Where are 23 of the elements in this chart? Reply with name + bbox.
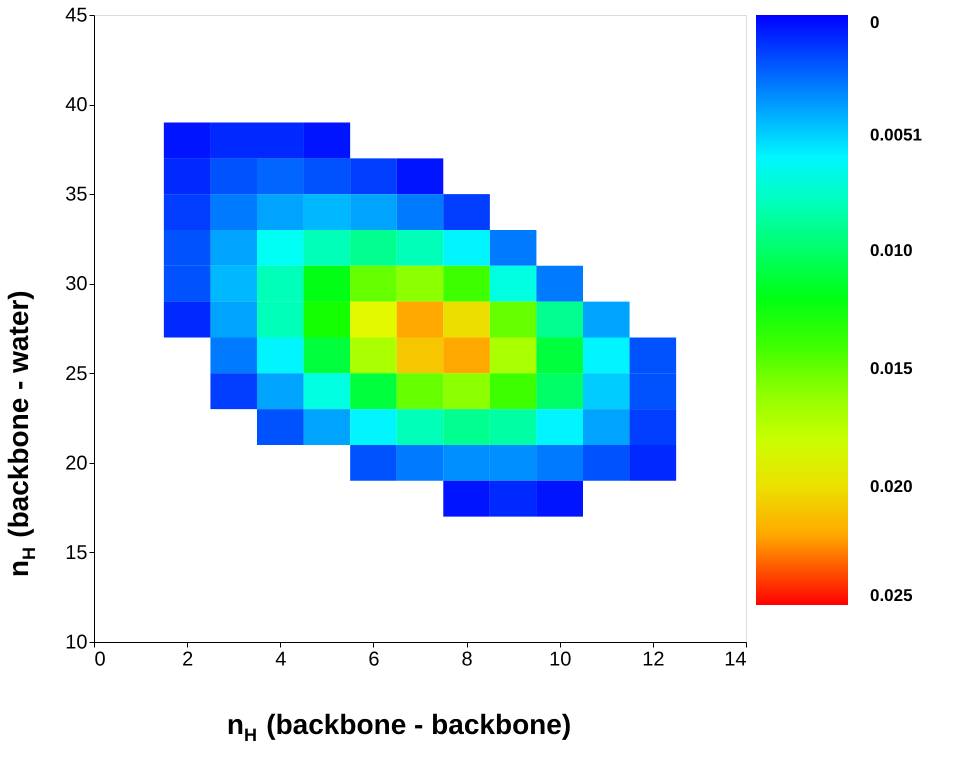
y-tick-label: 45 bbox=[65, 4, 88, 26]
color-bar-label: 0 bbox=[870, 13, 880, 32]
color-bar-label: 0.0051 bbox=[870, 125, 922, 144]
color-bar-label: 0.025 bbox=[870, 586, 913, 605]
x-tick-label: 0 bbox=[94, 648, 106, 670]
color-bar-label: 0.015 bbox=[870, 359, 913, 378]
x-tick-label: 8 bbox=[462, 648, 473, 670]
y-axis-title: nH (backbone - water) bbox=[3, 290, 39, 578]
x-tick-label: 14 bbox=[724, 648, 746, 670]
y-tick-label: 40 bbox=[65, 94, 88, 116]
x-tick-label: 6 bbox=[368, 648, 380, 670]
color-bar-label: 0.020 bbox=[870, 477, 913, 496]
x-tick-label: 4 bbox=[275, 648, 286, 670]
x-tick-label: 2 bbox=[182, 648, 194, 670]
x-tick-label: 10 bbox=[549, 648, 572, 670]
y-tick-label: 30 bbox=[65, 273, 88, 296]
color-bar-label: 0.010 bbox=[870, 241, 913, 260]
y-tick-label: 15 bbox=[65, 542, 88, 564]
y-tick-label: 10 bbox=[65, 632, 88, 654]
x-tick-label: 12 bbox=[642, 648, 664, 670]
y-tick-label: 35 bbox=[65, 184, 88, 206]
y-tick-label: 25 bbox=[65, 362, 88, 385]
y-tick-label: 20 bbox=[65, 452, 88, 474]
